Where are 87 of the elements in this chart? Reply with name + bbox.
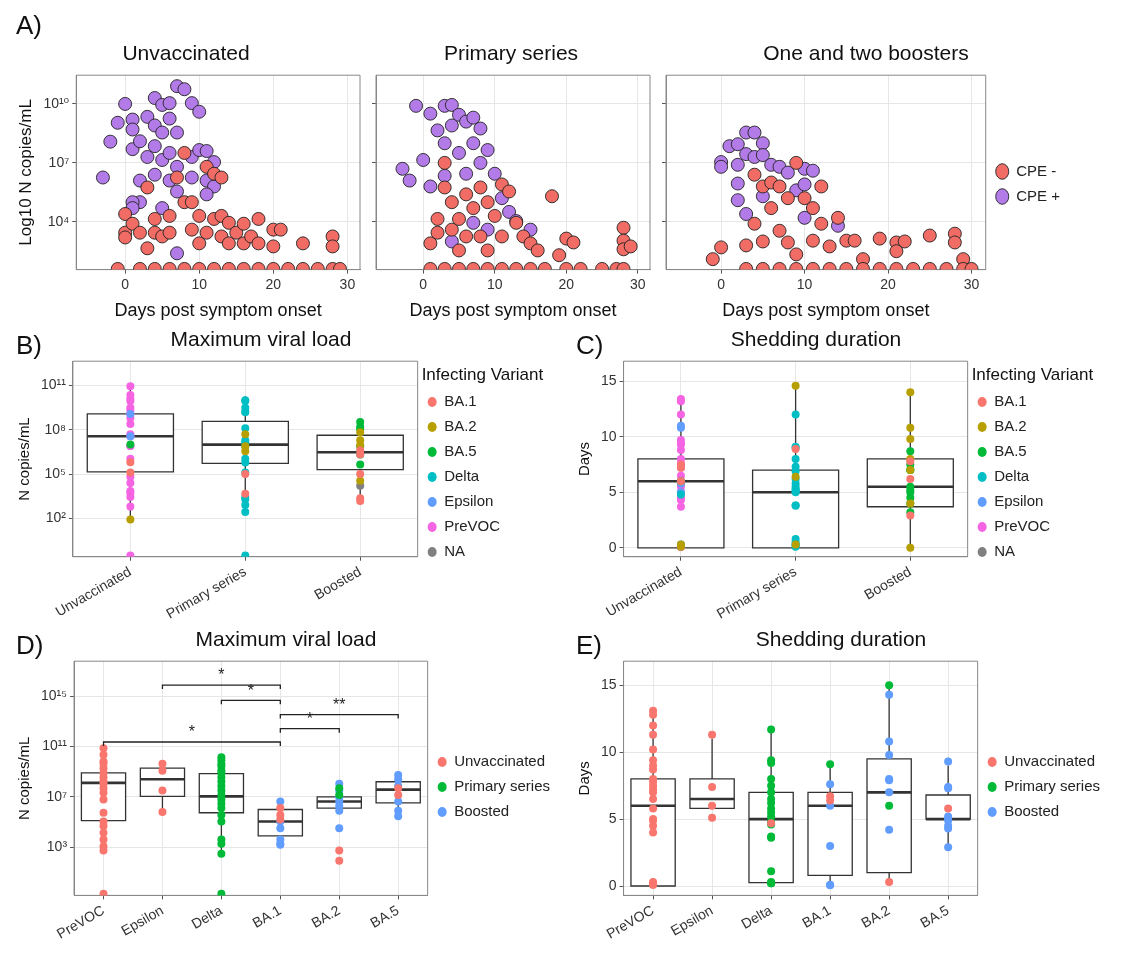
x-tick-label: BA.2 [308,901,343,931]
legend-label: BA.1 [994,392,1027,410]
x-tick-label: BA.1 [249,901,284,931]
y-tick-label: 10⁸ [44,420,66,437]
legend-label: Unvaccinated [1004,752,1096,770]
y-tick-label: 10⁷ [46,787,68,804]
y-tick-label: 0 [608,538,617,555]
x-tick-label: 10 [796,275,813,292]
x-tick-label: 20 [558,275,575,292]
y-tick-label: 10⁷ [48,153,70,170]
y-tick-label: 10³ [46,838,68,855]
y-tick-label: 10¹¹ [40,376,67,393]
chart-title: Shedding duration [730,327,902,351]
y-tick-label: 10 [600,743,617,760]
text: B) [16,330,42,361]
y-tick-label: 15 [600,676,617,693]
text: A) [16,10,42,41]
y-tick-label: 10⁴ [47,212,70,229]
x-tick-label: 20 [880,275,897,292]
legend-title: Infecting Variant [421,364,544,385]
x-tick-label: BA.5 [917,901,952,931]
x-tick-label: Delta [188,901,225,932]
x-tick-label: 0 [419,275,428,292]
x-axis-title: Days post symptom onset [409,300,617,321]
y-axis-title: Days [575,761,593,796]
legend-label: NA [994,542,1015,560]
legend-label: Boosted [454,802,510,820]
y-tick-label: 10² [45,509,67,526]
chart-title: Primary series [443,41,579,65]
x-tick-label: 30 [630,275,646,292]
x-tick-label: 0 [717,275,726,292]
y-tick-label: 10¹⁰ [43,94,70,111]
annotation: * [218,666,225,684]
y-tick-label: 10⁵ [44,464,66,481]
legend-label: CPE - [1016,161,1057,179]
annotation: * [247,681,254,699]
y-tick-label: 0 [608,876,617,893]
x-axis-title: Days post symptom onset [114,300,322,321]
y-axis-title: Log10 N copies/mL [15,99,35,246]
text: E) [576,630,602,661]
legend-label: BA.2 [994,417,1027,435]
annotation: ** [333,696,346,713]
x-tick-label: BA.5 [367,901,402,931]
legend-label: CPE + [1016,186,1061,204]
y-axis-title: N copies/mL [15,736,33,820]
y-tick-label: 5 [608,483,617,500]
legend-label: BA.2 [444,417,477,435]
chart-title: Unvaccinated [122,41,250,65]
legend-label: Epsilon [444,492,494,510]
chart-title: Maximum viral load [195,627,377,651]
legend-title: Infecting Variant [971,364,1094,385]
legend-label: NA [444,542,465,560]
x-tick-label: 30 [963,275,980,292]
y-axis-title: Days [575,441,593,477]
x-tick-label: BA.2 [858,901,893,931]
legend-label: Primary series [454,777,551,795]
y-tick-label: 10¹¹ [42,737,68,754]
x-axis-title: Days post symptom onset [722,300,930,321]
chart-title: Maximum viral load [170,327,352,351]
legend-label: Delta [994,467,1030,485]
legend-label: Delta [444,467,480,485]
legend-label: BA.5 [994,442,1027,460]
y-tick-label: 10 [600,427,617,444]
y-tick-label: 15 [600,372,617,389]
text: C) [576,330,604,361]
legend-label: BA.5 [444,442,477,460]
legend-label: Boosted [1004,802,1060,820]
legend-label: PreVOC [994,517,1051,535]
legend-label: PreVOC [444,517,501,535]
chart-title: One and two boosters [763,41,969,65]
y-tick-label: 10¹⁵ [40,687,68,704]
legend-label: BA.1 [444,392,477,410]
legend-label: Unvaccinated [454,752,546,770]
text: D) [16,630,44,661]
x-tick-label: 30 [339,275,356,292]
x-tick-label: 10 [486,275,503,292]
chart-title: Shedding duration [755,627,927,651]
x-tick-label: 10 [191,275,208,292]
annotation: * [188,723,196,741]
legend-label: Epsilon [994,492,1044,510]
legend-label: Primary series [1004,777,1101,795]
x-tick-label: Delta [738,901,775,932]
y-axis-title: N copies/mL [15,417,33,501]
x-tick-label: BA.1 [799,901,834,931]
x-tick-label: 0 [121,275,130,292]
x-tick-label: 20 [265,275,282,292]
y-tick-label: 5 [608,809,617,826]
